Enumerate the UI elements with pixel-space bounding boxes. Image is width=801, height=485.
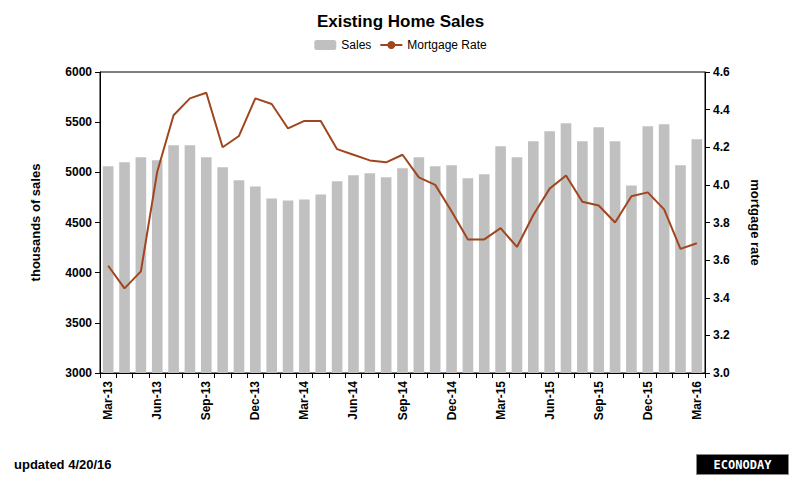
svg-text:Mar-15: Mar-15	[494, 381, 508, 420]
svg-text:5500: 5500	[65, 115, 92, 129]
svg-text:3000: 3000	[65, 366, 92, 380]
svg-text:Sep-14: Sep-14	[396, 381, 410, 421]
svg-text:Dec-13: Dec-13	[248, 381, 262, 421]
svg-text:Sep-13: Sep-13	[199, 381, 213, 421]
svg-text:Jun-15: Jun-15	[543, 381, 557, 420]
svg-text:Dec-15: Dec-15	[641, 381, 655, 421]
svg-text:Jun-14: Jun-14	[346, 381, 360, 420]
svg-text:Mar-14: Mar-14	[297, 381, 311, 420]
svg-text:4500: 4500	[65, 216, 92, 230]
svg-text:3500: 3500	[65, 316, 92, 330]
svg-text:3.8: 3.8	[713, 216, 730, 230]
svg-text:Mar-16: Mar-16	[690, 381, 704, 420]
svg-text:3.6: 3.6	[713, 253, 730, 267]
svg-text:thousands of sales: thousands of sales	[28, 164, 43, 282]
svg-text:Sep-15: Sep-15	[592, 381, 606, 421]
svg-text:Existing Home Sales: Existing Home Sales	[317, 12, 484, 31]
svg-text:3.0: 3.0	[713, 366, 730, 380]
svg-text:4000: 4000	[65, 266, 92, 280]
svg-text:4.0: 4.0	[713, 178, 730, 192]
svg-text:4.2: 4.2	[713, 140, 730, 154]
svg-text:4.6: 4.6	[713, 65, 730, 79]
svg-text:Dec-14: Dec-14	[445, 381, 459, 421]
svg-text:5000: 5000	[65, 165, 92, 179]
svg-text:updated 4/20/16: updated 4/20/16	[14, 457, 112, 472]
svg-text:4.4: 4.4	[713, 103, 730, 117]
svg-text:Mar-13: Mar-13	[101, 381, 115, 420]
svg-text:mortgage rate: mortgage rate	[748, 179, 763, 266]
svg-text:6000: 6000	[65, 65, 92, 79]
svg-text:Sales: Sales	[341, 38, 371, 52]
svg-text:ECONODAY: ECONODAY	[714, 458, 773, 472]
svg-text:Mortgage Rate: Mortgage Rate	[407, 38, 487, 52]
svg-text:3.2: 3.2	[713, 328, 730, 342]
svg-text:3.4: 3.4	[713, 291, 730, 305]
svg-text:Jun-13: Jun-13	[150, 381, 164, 420]
